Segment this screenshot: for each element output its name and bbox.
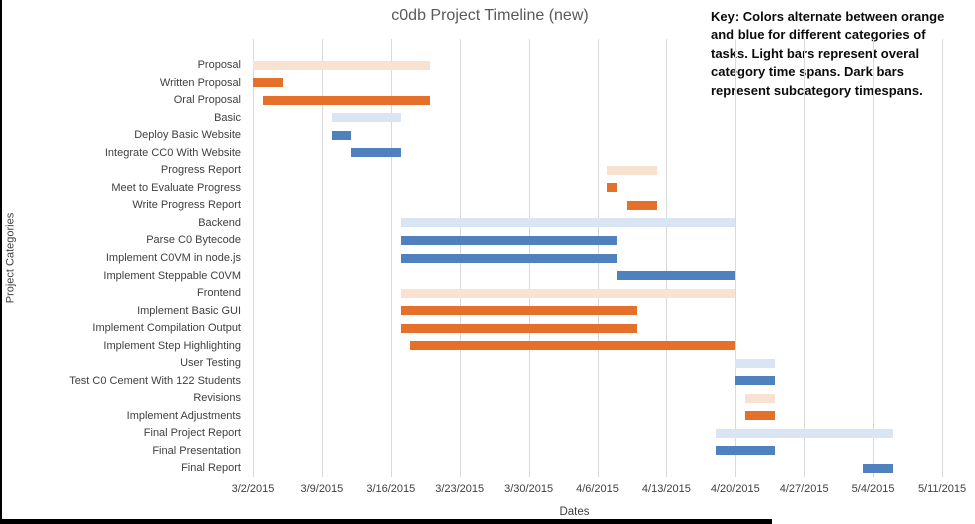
category-label: Test C0 Cement With 122 Students <box>69 374 241 387</box>
task-bar-subtask <box>715 446 775 456</box>
category-label: Basic <box>214 111 241 124</box>
gridline <box>253 39 254 477</box>
category-label: Write Progress Report <box>132 199 241 212</box>
task-bar-subtask <box>331 130 352 140</box>
x-tick-label: 3/2/2015 <box>231 483 275 495</box>
category-label: Revisions <box>193 392 241 405</box>
category-label: Integrate CC0 With Website <box>104 146 241 159</box>
category-label: Final Project Report <box>143 427 241 440</box>
category-label: Written Proposal <box>159 76 241 89</box>
category-label: Implement Adjustments <box>126 409 241 422</box>
task-bar-subtask <box>400 323 637 333</box>
date-axis: 3/2/2015 3/9/2015 3/16/2015 3/23/2015 3/30/2… <box>232 483 966 497</box>
task-bar-subtask <box>735 376 775 386</box>
task-bar-subtask <box>627 200 657 210</box>
gridline <box>321 39 323 477</box>
gridline <box>666 39 668 477</box>
window-edge-left <box>0 0 2 524</box>
task-bar-category <box>735 358 775 368</box>
plot-area <box>253 39 943 477</box>
task-bar-category <box>745 393 775 403</box>
x-tick-label: 4/13/2015 <box>641 483 691 495</box>
category-label: Meet to Evaluate Progress <box>111 181 241 194</box>
task-bar-subtask <box>262 95 431 105</box>
category-label: Final Report <box>181 462 241 475</box>
color-key-note: Key: Colors alternate between orange and… <box>711 9 945 98</box>
category-label: User Testing <box>180 357 241 370</box>
task-bar-category <box>331 113 401 123</box>
x-tick-label: 4/20/2015 <box>710 483 760 495</box>
category-label: Implement Steppable C0VM <box>103 269 241 282</box>
x-tick-label: 3/16/2015 <box>366 483 416 495</box>
gridline <box>873 39 875 477</box>
task-bar-subtask <box>253 78 283 88</box>
x-axis-title: Dates <box>559 506 590 518</box>
x-tick-label: 5/4/2015 <box>851 483 895 495</box>
window-edge-bottom <box>0 519 772 524</box>
task-bar-subtask <box>410 341 736 351</box>
category-label: Final Presentation <box>152 444 241 457</box>
task-bar-subtask <box>400 306 637 316</box>
category-label: Deploy Basic Website <box>134 129 241 142</box>
task-bar-category <box>400 288 736 298</box>
gridline <box>942 39 943 477</box>
task-bar-subtask <box>607 183 618 193</box>
x-tick-label: 4/6/2015 <box>576 483 619 495</box>
task-bar-subtask <box>351 148 401 158</box>
gridline <box>390 39 392 477</box>
chart-title: c0db Project Timeline (new) <box>391 7 589 24</box>
task-bar-subtask <box>400 235 618 245</box>
category-label: Implement Step Highlighting <box>103 339 241 352</box>
x-tick-label: 4/27/2015 <box>779 483 829 495</box>
task-bar-subtask <box>617 271 736 281</box>
gridline <box>804 39 806 477</box>
category-axis: Proposal Written Proposal Oral Proposal Bas… <box>0 39 247 477</box>
x-tick-label: 3/30/2015 <box>504 483 554 495</box>
x-tick-label: 3/9/2015 <box>300 483 344 495</box>
category-label: Implement Compilation Output <box>92 322 241 335</box>
task-bar-subtask <box>863 463 893 473</box>
task-bar-category <box>400 218 736 228</box>
gridline <box>735 39 737 477</box>
category-label: Implement C0VM in node.js <box>105 251 241 264</box>
task-bar-category <box>253 60 431 70</box>
category-label: Proposal <box>197 59 241 72</box>
x-tick-label: 5/11/2015 <box>917 483 967 495</box>
task-bar-subtask <box>745 411 775 421</box>
category-label: Frontend <box>196 287 241 300</box>
task-bar-subtask <box>400 253 618 263</box>
task-bar-category <box>715 428 893 438</box>
task-bar-category <box>607 165 657 175</box>
category-label: Parse C0 Bytecode <box>146 234 241 247</box>
x-tick-label: 3/23/2015 <box>435 483 485 495</box>
category-label: Progress Report <box>160 164 241 177</box>
category-label: Oral Proposal <box>173 94 241 107</box>
category-label: Implement Basic GUI <box>137 304 241 317</box>
category-label: Backend <box>198 216 241 229</box>
